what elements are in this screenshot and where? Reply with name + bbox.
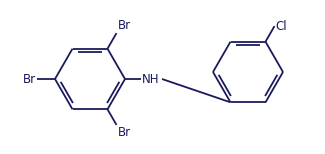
Text: Br: Br <box>118 19 131 32</box>
Text: Br: Br <box>118 126 131 139</box>
Text: Br: Br <box>23 73 36 85</box>
Text: Cl: Cl <box>276 20 287 33</box>
Text: NH: NH <box>142 73 160 85</box>
